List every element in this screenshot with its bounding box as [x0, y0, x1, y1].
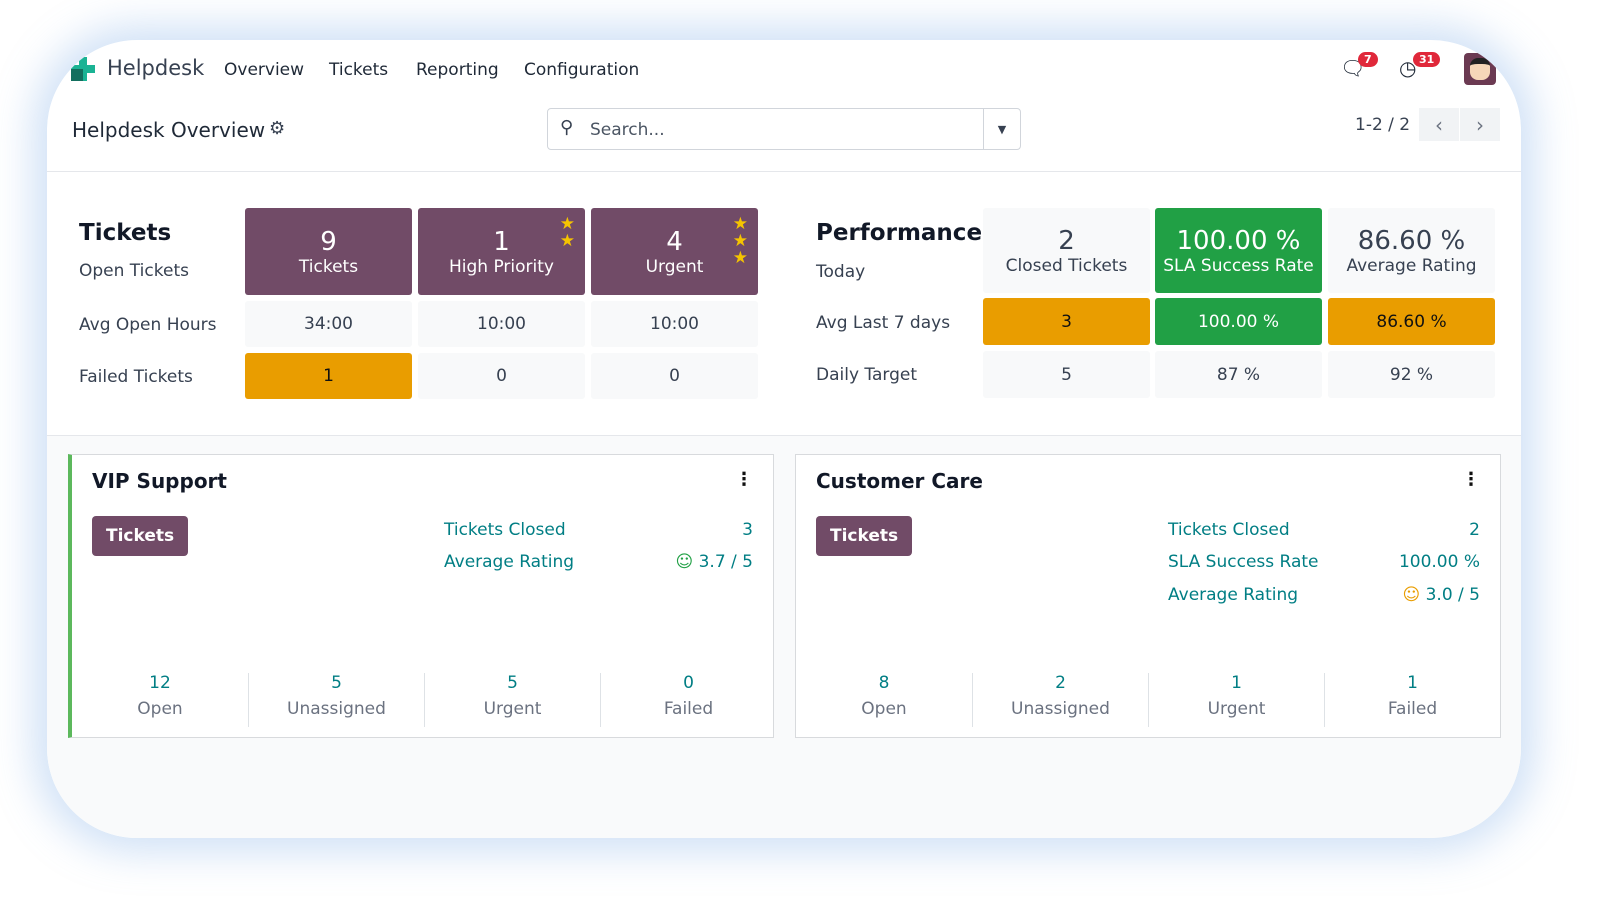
stat-label[interactable]: Tickets Closed — [444, 520, 566, 540]
menu-overview[interactable]: Overview — [224, 60, 305, 80]
menu-reporting[interactable]: Reporting — [416, 60, 499, 80]
app-window: Helpdesk Overview Tickets Reporting Conf… — [47, 40, 1521, 838]
stat-value[interactable]: 3 — [742, 520, 753, 540]
stat-label[interactable]: SLA Success Rate — [1168, 552, 1319, 572]
performance-heading: Performance — [816, 220, 983, 246]
stat-label[interactable]: Average Rating — [1168, 585, 1299, 605]
tickets-heading: Tickets — [79, 220, 172, 246]
row-label-avg-7days: Avg Last 7 days — [816, 313, 951, 333]
row-label-today: Today — [816, 262, 866, 282]
kebab-menu-icon[interactable]: ⋮ — [1462, 469, 1480, 490]
row-label-open: Open Tickets — [79, 261, 189, 281]
high-priority-tile[interactable]: ★ ★ 1 High Priority — [418, 208, 585, 295]
tile-count: 9 — [320, 226, 337, 257]
failed-count[interactable]: 1 Failed — [1324, 673, 1500, 727]
messages-button[interactable]: 🗨 7 — [1340, 52, 1378, 80]
tile-label: High Priority — [449, 256, 554, 277]
target-sla-cell[interactable]: 87 % — [1155, 351, 1322, 398]
stat-value[interactable]: 3.7 / 5 — [698, 552, 753, 572]
stat-label[interactable]: Tickets Closed — [1168, 520, 1290, 540]
tile-value: 86.60 % — [1357, 225, 1466, 256]
search-placeholder: Search... — [590, 120, 665, 140]
tile-label: Tickets — [298, 256, 359, 277]
user-avatar[interactable] — [1464, 53, 1496, 85]
average-rating-tile[interactable]: 86.60 % Average Rating — [1328, 208, 1495, 293]
target-rating-cell[interactable]: 92 % — [1328, 351, 1495, 398]
chevron-left-icon: ‹ — [1435, 112, 1443, 137]
open-count[interactable]: 8 Open — [861, 673, 907, 719]
menu-tickets[interactable]: Tickets — [329, 60, 389, 80]
tile-label: Closed Tickets — [1005, 255, 1128, 276]
urgent-count[interactable]: 5 Urgent — [424, 673, 600, 727]
urgent-count[interactable]: 1 Urgent — [1148, 673, 1324, 727]
row-label-target: Daily Target — [816, 365, 918, 385]
unassigned-count[interactable]: 2 Unassigned — [972, 673, 1148, 727]
urgent-tile[interactable]: ★ ★ ★ 4 Urgent — [591, 208, 758, 295]
chevron-right-icon: › — [1476, 112, 1484, 137]
messages-badge: 7 — [1358, 52, 1378, 67]
activities-button[interactable]: ◷ 31 — [1399, 52, 1441, 80]
app-name[interactable]: Helpdesk — [107, 56, 205, 80]
closed-tickets-tile[interactable]: 2 Closed Tickets — [983, 208, 1150, 293]
failed-cell[interactable]: 0 — [418, 353, 585, 399]
tile-count: 4 — [666, 226, 683, 257]
pager-value[interactable]: 1-2 / 2 — [1355, 115, 1411, 135]
pager-previous-button[interactable]: ‹ — [1419, 108, 1459, 141]
avg7-sla-cell[interactable]: 100.00 % — [1155, 298, 1322, 345]
smile-icon: ☺ — [675, 552, 694, 572]
open-tickets-tile[interactable]: 9 Tickets — [245, 208, 412, 295]
stat-value[interactable]: 2 — [1469, 520, 1480, 540]
tickets-button[interactable]: Tickets — [92, 516, 189, 556]
neutral-face-icon: ☺ — [1402, 585, 1421, 605]
team-card-vip-support: VIP Support ⋮ Tickets Tickets Closed 3 A… — [68, 454, 774, 738]
search-icon: ⚲ — [560, 117, 574, 138]
failed-cell[interactable]: 1 — [245, 353, 412, 399]
sla-success-tile[interactable]: 100.00 % SLA Success Rate — [1155, 208, 1322, 293]
tile-label: Average Rating — [1346, 255, 1477, 276]
page-title: Helpdesk Overview — [72, 118, 266, 142]
stat-value[interactable]: 100.00 % — [1398, 552, 1480, 572]
search-dropdown-toggle[interactable]: ▼ — [983, 109, 1020, 149]
team-card-customer-care: Customer Care ⋮ Tickets Tickets Closed 2… — [795, 454, 1501, 738]
kebab-menu-icon[interactable]: ⋮ — [735, 469, 753, 490]
stat-value[interactable]: 3.0 / 5 — [1425, 585, 1480, 605]
avg-hours-cell[interactable]: 10:00 — [591, 301, 758, 347]
menu-configuration[interactable]: Configuration — [524, 60, 640, 80]
avg7-closed-cell[interactable]: 3 — [983, 298, 1150, 345]
tile-label: SLA Success Rate — [1163, 255, 1314, 276]
avg7-rating-cell[interactable]: 86.60 % — [1328, 298, 1495, 345]
star-icon: ★ ★ — [559, 214, 575, 251]
avatar-face-icon — [1470, 58, 1490, 80]
activities-badge: 31 — [1413, 52, 1441, 67]
failed-cell[interactable]: 0 — [591, 353, 758, 399]
tile-value: 2 — [1058, 225, 1075, 256]
control-panel — [47, 106, 1521, 172]
tile-value: 100.00 % — [1176, 225, 1301, 256]
search-input[interactable]: ⚲ Search... ▼ — [547, 108, 1021, 150]
team-name: VIP Support — [92, 469, 227, 493]
team-name: Customer Care — [816, 469, 983, 493]
unassigned-count[interactable]: 5 Unassigned — [248, 673, 424, 727]
star-icon: ★ ★ ★ — [732, 214, 748, 268]
row-label-avg-hours: Avg Open Hours — [79, 315, 217, 335]
avg-hours-cell[interactable]: 34:00 — [245, 301, 412, 347]
stat-label[interactable]: Average Rating — [444, 552, 575, 572]
tile-label: Urgent — [645, 256, 704, 277]
clock-icon: ◷ — [1399, 56, 1417, 80]
gear-icon[interactable]: ⚙ — [269, 118, 286, 139]
target-closed-cell[interactable]: 5 — [983, 351, 1150, 398]
avg-hours-cell[interactable]: 10:00 — [418, 301, 585, 347]
failed-count[interactable]: 0 Failed — [600, 673, 776, 727]
helpdesk-logo-icon — [71, 57, 95, 81]
pager-next-button[interactable]: › — [1460, 108, 1500, 141]
tile-count: 1 — [493, 226, 510, 257]
tickets-button[interactable]: Tickets — [816, 516, 913, 556]
row-label-failed: Failed Tickets — [79, 367, 193, 387]
top-navbar: Helpdesk Overview Tickets Reporting Conf… — [47, 40, 1521, 100]
open-count[interactable]: 12 Open — [137, 673, 183, 719]
